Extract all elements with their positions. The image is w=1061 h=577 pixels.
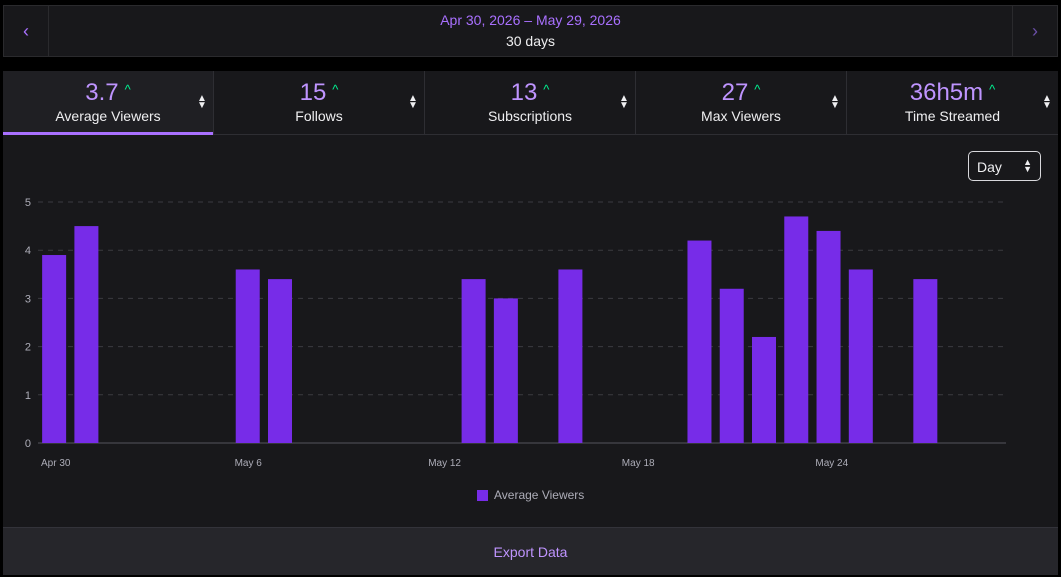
stat-tabs: 3.7 ^ Average Viewers ▲ ▼ 15 ^ Follows ▲ ▼ 1… [3,71,1058,135]
bar [719,288,744,443]
bar [235,269,260,443]
bar [493,298,518,443]
select-caret-icon: ▲ ▼ [1023,157,1032,174]
stat-tab-max-viewers[interactable]: 27 ^ Max Viewers ▲ ▼ [636,71,847,134]
trend-up-icon: ^ [543,82,550,97]
chevron-left-icon[interactable]: ‹ [4,6,49,56]
stat-tab-time-streamed[interactable]: 36h5m ^ Time Streamed ▲ ▼ [847,71,1058,134]
y-tick-label: 5 [25,197,31,209]
legend-swatch [477,489,488,501]
chart-legend[interactable]: Average Viewers [477,488,584,502]
stat-value: 15 [299,79,327,106]
x-tick-label: May 6 [235,458,263,469]
bar [913,279,938,443]
stat-tab-subscriptions[interactable]: 13 ^ Subscriptions ▲ ▼ [425,71,636,134]
trend-up-icon: ^ [754,82,761,97]
bar [558,269,583,443]
bar [752,336,776,443]
y-tick-label: 2 [25,342,31,354]
stat-value: 13 [510,79,538,106]
x-tick-label: May 24 [815,458,848,469]
bar [268,279,292,443]
y-tick-label: 0 [25,438,31,450]
analytics-panel: 3.7 ^ Average Viewers ▲ ▼ 15 ^ Follows ▲ ▼ 1… [3,71,1058,575]
stat-label: Subscriptions [487,108,573,124]
bar [848,269,873,443]
bar [42,255,67,443]
sort-icon[interactable]: ▲ ▼ [830,93,840,111]
sort-icon[interactable]: ▲ ▼ [619,93,629,111]
export-data-button[interactable]: Export Data [3,527,1058,575]
date-range-navigator: ‹ Apr 30, 2026 – May 29, 2026 30 days › [3,5,1058,57]
y-tick-label: 4 [25,245,31,257]
stat-label: Time Streamed [904,108,1001,124]
x-tick-label: May 12 [428,458,461,469]
stat-label: Average Viewers [55,108,161,124]
sort-icon[interactable]: ▲ ▼ [408,93,418,111]
bar [687,240,712,443]
granularity-select[interactable]: Day ▲ ▼ [968,151,1041,181]
stat-value: 3.7 [85,79,119,106]
sort-icon[interactable]: ▲ ▼ [197,93,207,111]
average-viewers-chart: 0 1 2 3 4 5 Apr 30 May 6 May 12 May 18 May 24 [25,197,1006,469]
sort-icon[interactable]: ▲ ▼ [1042,93,1052,111]
chevron-right-icon[interactable]: › [1012,6,1057,56]
bar [784,216,809,443]
x-tick-label: May 18 [622,458,655,469]
trend-up-icon: ^ [124,82,131,97]
date-range-days: 30 days [505,33,556,49]
granularity-value: Day [977,159,1002,175]
stat-value: 36h5m [909,79,984,106]
bar [816,230,841,443]
stat-tab-average-viewers[interactable]: 3.7 ^ Average Viewers ▲ ▼ [3,71,214,135]
bar [74,226,99,443]
date-range-label[interactable]: Apr 30, 2026 – May 29, 2026 [440,12,621,28]
y-tick-label: 3 [25,293,31,305]
trend-up-icon: ^ [332,82,339,97]
stat-label: Follows [295,108,343,124]
trend-up-icon: ^ [989,82,996,97]
stat-value: 27 [721,79,749,106]
stat-label: Max Viewers [701,108,781,124]
bar [461,279,486,443]
x-tick-label: Apr 30 [41,458,71,469]
y-tick-label: 1 [25,390,31,402]
legend-label: Average Viewers [494,488,585,502]
stat-tab-follows[interactable]: 15 ^ Follows ▲ ▼ [214,71,425,134]
